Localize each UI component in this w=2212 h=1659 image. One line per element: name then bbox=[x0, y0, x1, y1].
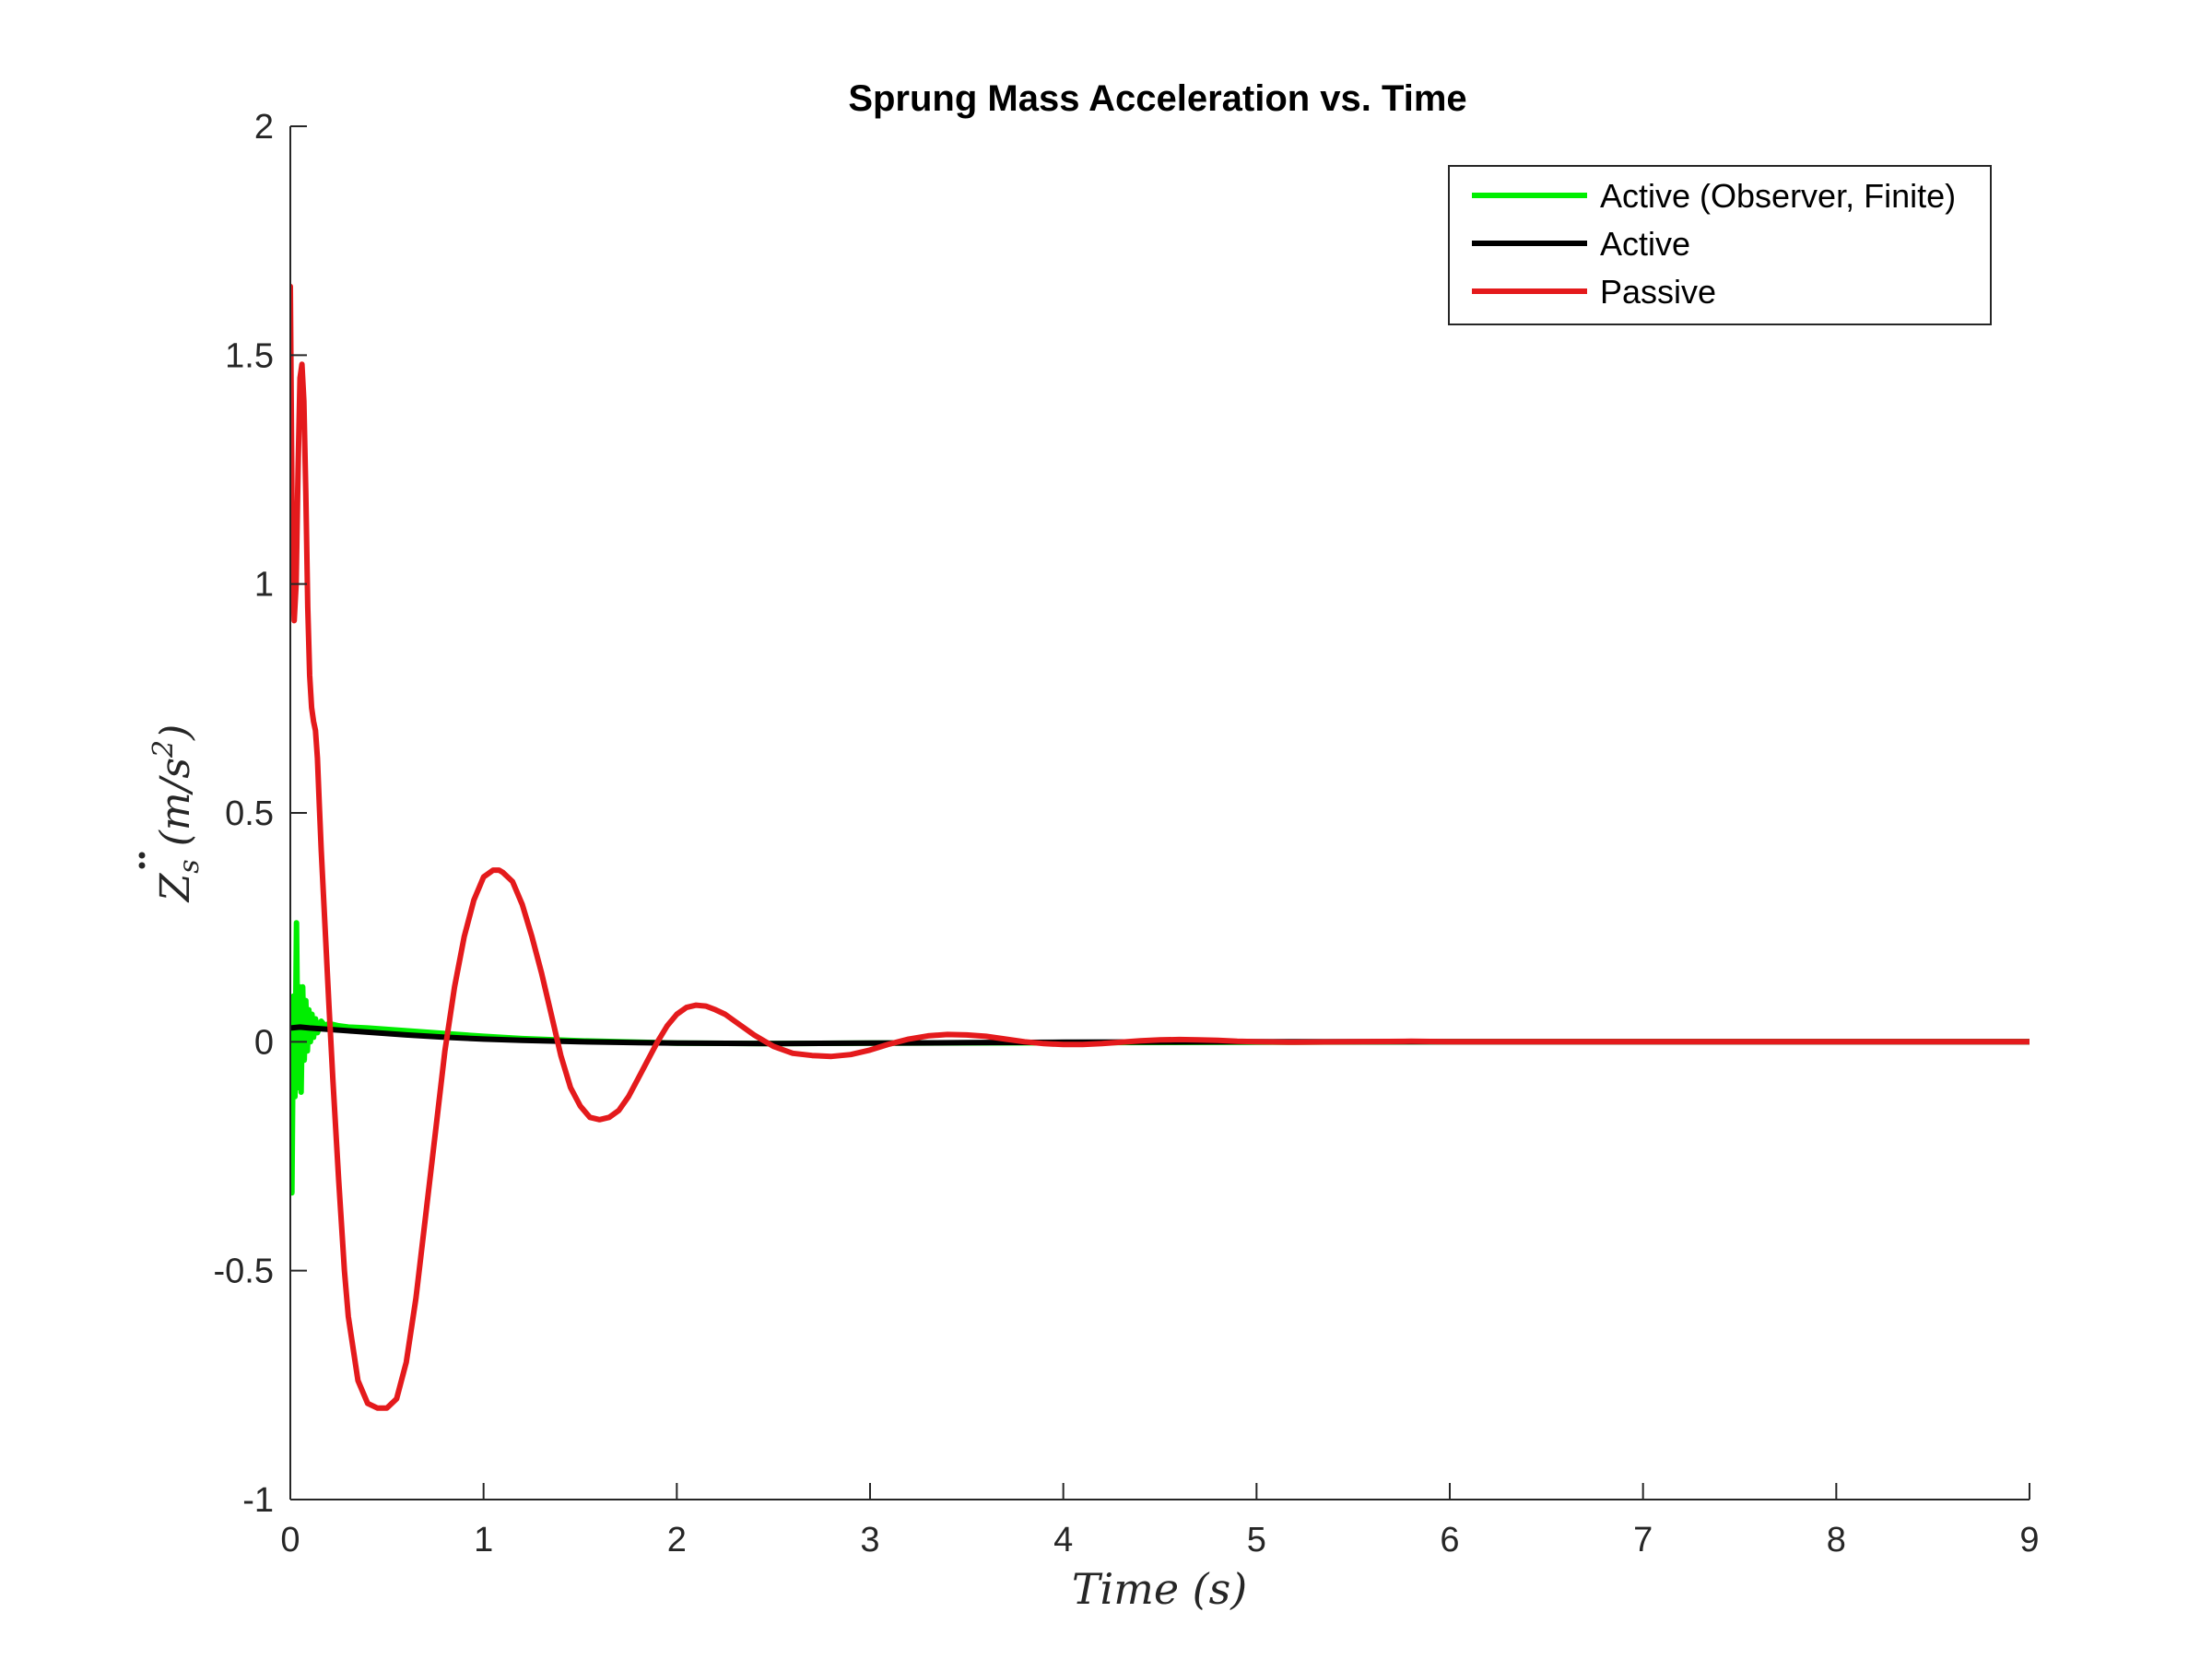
y-tick-label: -0.5 bbox=[214, 1253, 274, 1291]
chart-title: Sprung Mass Acceleration vs. Time bbox=[848, 78, 1466, 119]
y-label-space bbox=[152, 846, 199, 859]
x-tick-label: 0 bbox=[280, 1521, 300, 1559]
x-tick-label: 9 bbox=[2019, 1521, 2039, 1559]
y-label-accent-dot bbox=[138, 852, 146, 859]
y-tick-label: -1 bbox=[242, 1481, 274, 1520]
legend-label-1: Active bbox=[1600, 225, 1690, 263]
y-ticks: -1 -0.5 0 0.5 1 1.5 2 bbox=[214, 108, 307, 1520]
y-tick-label: 0.5 bbox=[225, 794, 274, 833]
y-label-main: Z bbox=[152, 872, 199, 903]
y-label-unit-open: (m/s bbox=[152, 758, 199, 846]
x-tick-label: 2 bbox=[667, 1521, 687, 1559]
x-tick-label: 3 bbox=[860, 1521, 879, 1559]
x-tick-label: 4 bbox=[1053, 1521, 1073, 1559]
x-axis-label: Time (s) bbox=[1072, 1564, 1247, 1614]
y-label-unit-sup: 2 bbox=[147, 740, 180, 759]
series-layer bbox=[290, 283, 2030, 1411]
legend-label-0: Active (Observer, Finite) bbox=[1600, 177, 1956, 215]
x-tick-label: 7 bbox=[1633, 1521, 1653, 1559]
y-axis-label: Zs (m/s2) bbox=[138, 724, 206, 904]
x-tick-label: 8 bbox=[1827, 1521, 1846, 1559]
svg-text:Zs (m/s2): Zs (m/s2) bbox=[147, 724, 206, 904]
x-tick-label: 5 bbox=[1247, 1521, 1266, 1559]
x-tick-label: 6 bbox=[1440, 1521, 1459, 1559]
y-tick-label: 2 bbox=[254, 108, 274, 147]
y-label-unit-close: ) bbox=[152, 724, 199, 741]
x-tick-label: 1 bbox=[474, 1521, 493, 1559]
y-label-accent-dot bbox=[138, 862, 146, 869]
series-line-2 bbox=[290, 283, 2030, 1411]
legend: Active (Observer, Finite) Active Passive bbox=[1448, 165, 1992, 325]
y-tick-label: 0 bbox=[254, 1023, 274, 1062]
y-tick-label: 1 bbox=[254, 566, 274, 605]
x-ticks: 0 1 2 3 4 5 6 7 8 9 bbox=[280, 1483, 2040, 1559]
y-label-sub: s bbox=[173, 859, 206, 873]
y-tick-label: 1.5 bbox=[225, 336, 274, 375]
legend-label-2: Passive bbox=[1600, 273, 1716, 311]
